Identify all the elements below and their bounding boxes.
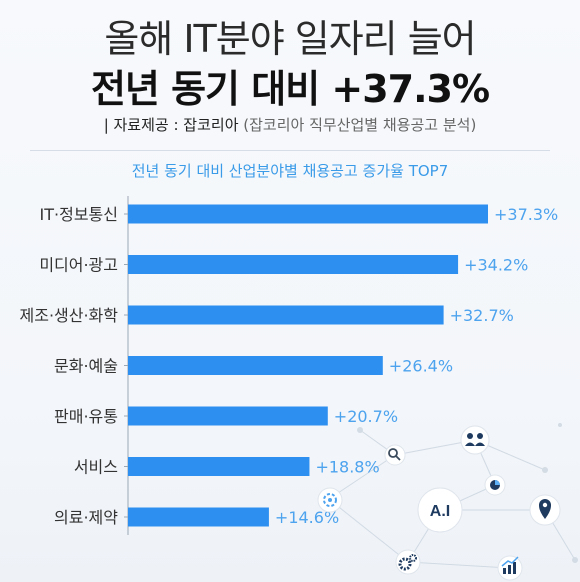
bar	[128, 204, 488, 224]
category-label: 미디어·광고	[39, 256, 118, 275]
value-label: +34.2%	[464, 256, 528, 275]
ai-badge: A.I	[417, 487, 463, 533]
people-icon	[460, 425, 490, 455]
category-label: IT·정보통신	[40, 205, 118, 224]
value-label: +20.7%	[334, 407, 398, 426]
category-label: 제조·생산·화학	[20, 306, 119, 325]
value-label: +14.6%	[275, 508, 339, 527]
source-note: | 자료제공 : 잡코리아 (잡코리아 직무산업별 채용공고 분석)	[0, 114, 580, 135]
bar	[128, 457, 310, 476]
divider	[30, 150, 550, 151]
value-label: +37.3%	[494, 205, 558, 224]
pie-chart-icon	[484, 474, 506, 496]
location-pin-icon	[529, 494, 561, 526]
value-label: +26.4%	[389, 357, 453, 376]
page-title-line1: 올해 IT분야 일자리 늘어	[104, 17, 476, 61]
source-label: | 자료제공 : 잡코리아	[103, 116, 239, 134]
cog-icon	[395, 549, 421, 575]
bar	[128, 356, 383, 375]
page-title-line2: 전년 동기 대비 +37.3%	[90, 67, 490, 111]
category-label: 문화·예술	[54, 357, 118, 376]
bar	[128, 255, 459, 274]
category-label: 판매·유통	[54, 407, 118, 426]
bar	[128, 507, 269, 527]
value-label: +18.8%	[315, 458, 379, 477]
bar	[128, 406, 328, 426]
search-icon	[384, 444, 406, 466]
bar	[128, 305, 444, 325]
growth-chart-icon	[497, 555, 523, 581]
source-detail: (잡코리아 직무산업별 채용공고 분석)	[243, 116, 477, 134]
category-label: 서비스	[74, 458, 118, 477]
gear-icon	[317, 487, 343, 513]
ai-badge-text: A.I	[430, 503, 450, 520]
value-label: +32.7%	[450, 306, 514, 325]
chart-title: 전년 동기 대비 산업분야별 채용공고 증가율 TOP7	[131, 162, 449, 180]
category-label: 의료·제약	[54, 508, 118, 527]
